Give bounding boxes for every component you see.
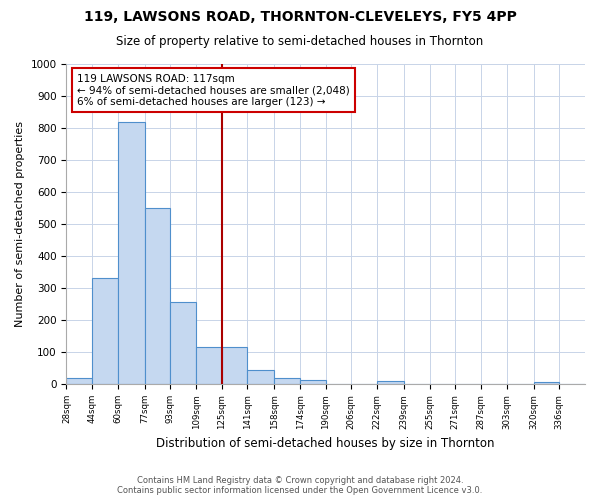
Bar [196,348,221,384]
Bar [377,381,404,384]
Bar [92,278,118,384]
Bar [534,382,559,384]
X-axis label: Distribution of semi-detached houses by size in Thornton: Distribution of semi-detached houses by … [157,437,495,450]
Text: 119 LAWSONS ROAD: 117sqm
← 94% of semi-detached houses are smaller (2,048)
6% of: 119 LAWSONS ROAD: 117sqm ← 94% of semi-d… [77,74,350,107]
Text: 119, LAWSONS ROAD, THORNTON-CLEVELEYS, FY5 4PP: 119, LAWSONS ROAD, THORNTON-CLEVELEYS, F… [83,10,517,24]
Bar [67,378,92,384]
Text: Size of property relative to semi-detached houses in Thornton: Size of property relative to semi-detach… [116,35,484,48]
Bar [118,122,145,384]
Y-axis label: Number of semi-detached properties: Number of semi-detached properties [15,121,25,327]
Bar [300,380,326,384]
Bar [145,208,170,384]
Bar [221,348,247,384]
Bar [247,370,274,384]
Text: Contains HM Land Registry data © Crown copyright and database right 2024.
Contai: Contains HM Land Registry data © Crown c… [118,476,482,495]
Bar [170,302,196,384]
Bar [274,378,300,384]
